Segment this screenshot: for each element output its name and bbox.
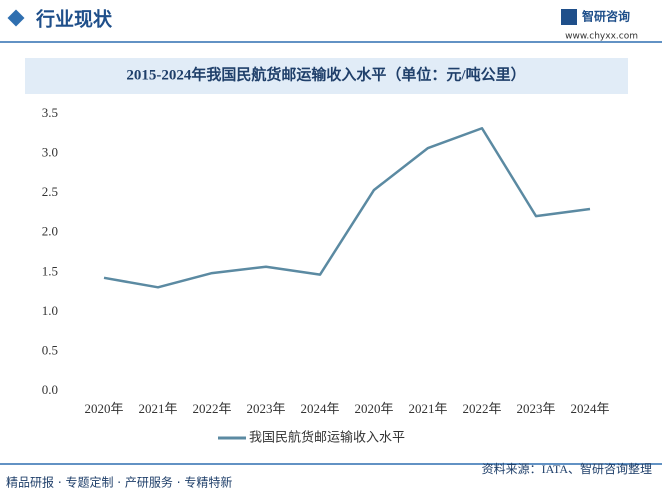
chart-title: 2015-2024年我国民航货邮运输收入水平（单位：元/吨公里） <box>126 65 525 83</box>
plot: 0.0 0.5 1.0 1.5 2.0 2.5 3.0 3.5 2020年 2021年 2022年 2… <box>42 105 610 446</box>
title-bar <box>25 58 628 94</box>
legend-label: 我国民航货邮运输收入水平 <box>249 430 405 446</box>
x-tick-label: 2023年 <box>246 401 285 416</box>
x-tick-label: 2022年 <box>192 401 231 416</box>
brand-name: 智研咨询 <box>581 9 630 24</box>
brand-logo <box>561 9 577 25</box>
data-line <box>103 126 591 289</box>
x-tick-label: 2021年 <box>138 401 177 416</box>
y-tick-label: 3.5 <box>42 105 58 120</box>
header-title: 行业现状 <box>35 8 113 31</box>
source: 资料来源：IATA、智研咨询整理 <box>482 461 652 476</box>
x-tick-label: 2024年 <box>570 401 609 416</box>
y-tick-label: 1.0 <box>42 303 58 318</box>
brand-url: www.chyxx.com <box>565 32 638 42</box>
x-tick-label: 2024年 <box>300 401 339 416</box>
y-tick-label: 0.5 <box>42 342 58 357</box>
x-tick-label: 2020年 <box>84 401 123 416</box>
x-tick-label: 2020年 <box>354 401 393 416</box>
x-tick-label: 2022年 <box>462 401 501 416</box>
x-tick-label: 2021年 <box>408 401 447 416</box>
y-tick-label: 2.0 <box>42 224 58 239</box>
y-tick-label: 1.5 <box>42 263 58 278</box>
y-tick-label: 0.0 <box>42 382 58 397</box>
y-tick-label: 2.5 <box>42 184 58 199</box>
footer-left: 精品研报 · 专题定制 · 产研服务 · 专精特新 <box>6 475 232 490</box>
y-tick-label: 3.0 <box>42 145 58 160</box>
x-tick-label: 2023年 <box>516 401 555 416</box>
